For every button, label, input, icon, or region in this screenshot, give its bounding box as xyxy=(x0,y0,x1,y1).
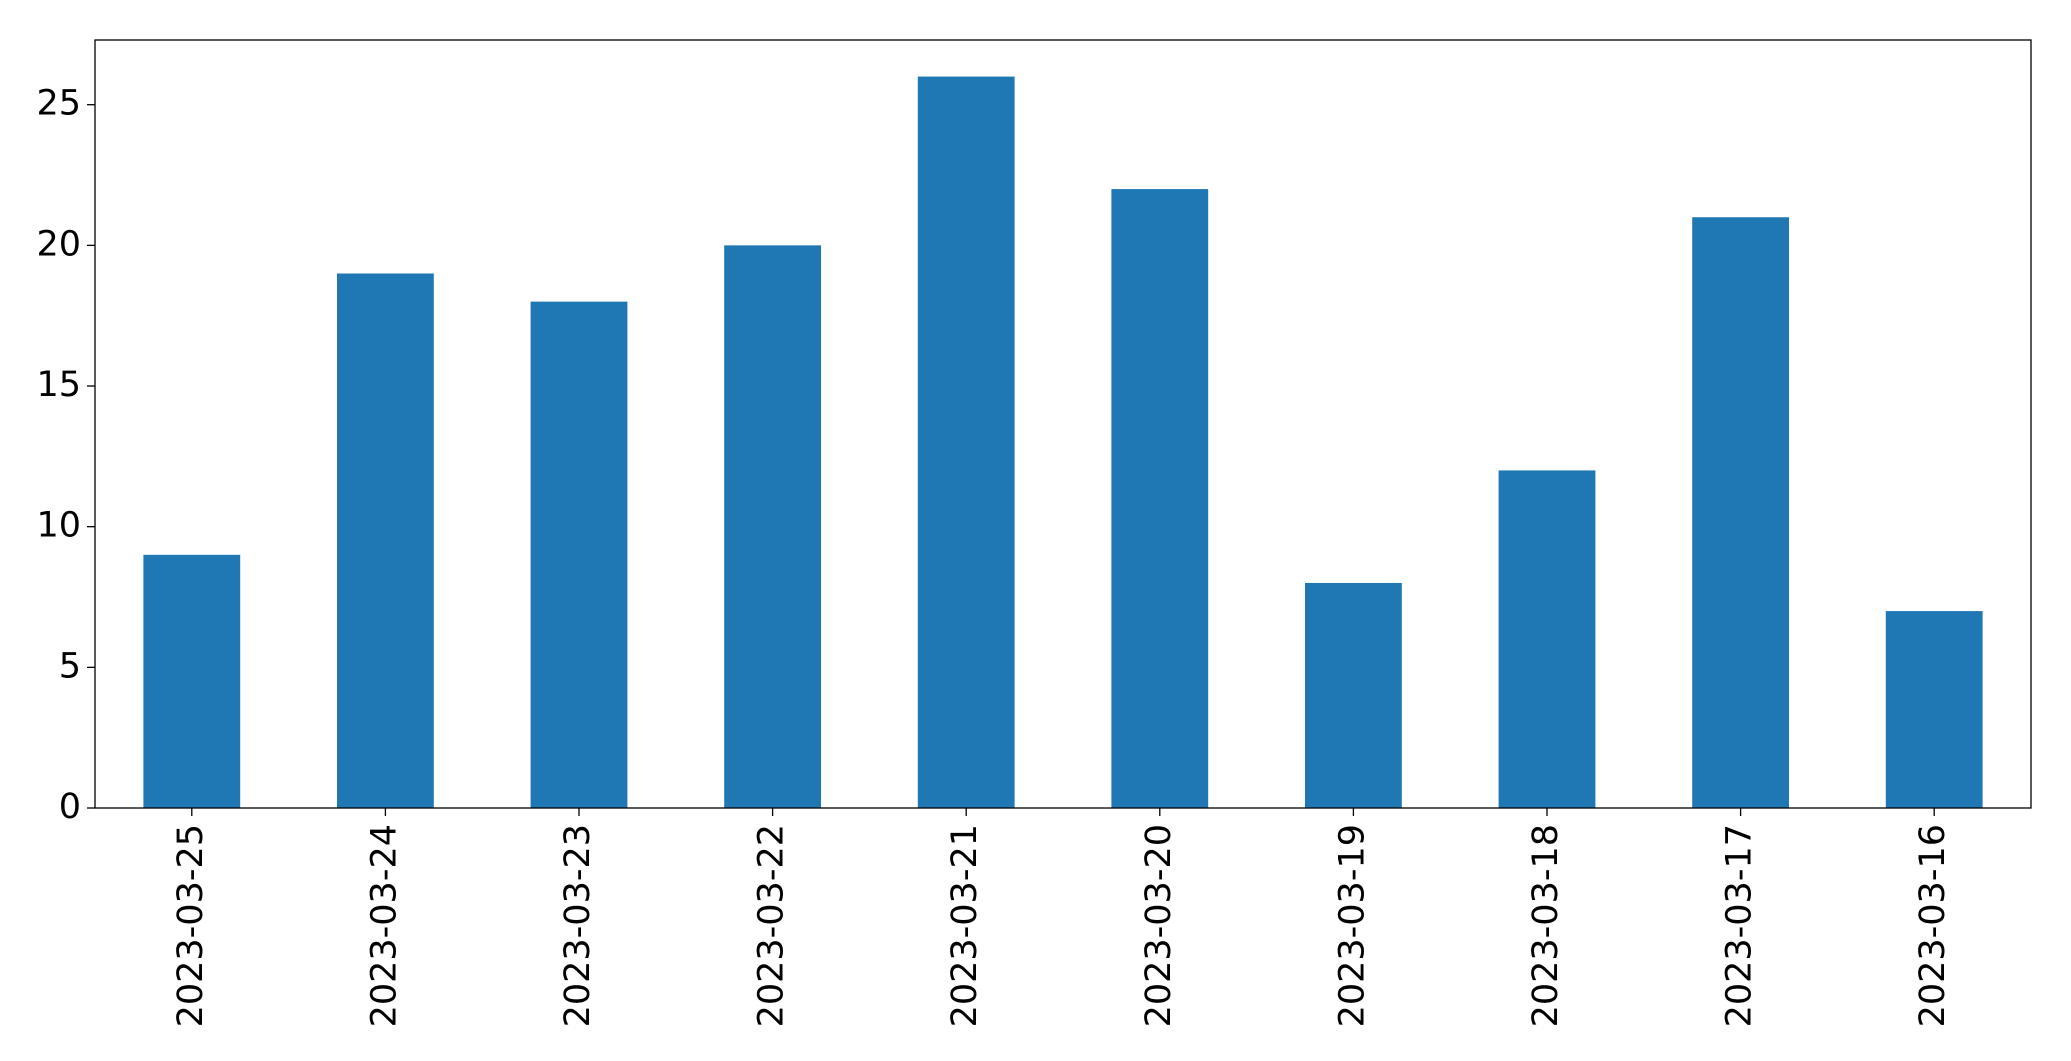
y-tick-label: 10 xyxy=(36,506,81,546)
x-tick-label: 2023-03-18 xyxy=(1526,824,1566,1027)
bar xyxy=(1885,611,1983,808)
bar xyxy=(1111,189,1209,809)
x-tick-label: 2023-03-20 xyxy=(1139,824,1179,1027)
bar xyxy=(1305,582,1402,808)
x-tick-label: 2023-03-17 xyxy=(1720,824,1760,1027)
x-tick-label: 2023-03-23 xyxy=(558,824,598,1027)
bar xyxy=(337,273,434,808)
y-tick-label: 5 xyxy=(59,646,81,686)
x-tick-label: 2023-03-22 xyxy=(752,824,792,1027)
x-tick-label: 2023-03-24 xyxy=(364,824,404,1027)
x-tick-label: 2023-03-25 xyxy=(171,824,211,1027)
y-tick-label: 0 xyxy=(59,787,81,827)
x-tick-label: 2023-03-16 xyxy=(1913,824,1953,1027)
bar xyxy=(530,301,628,808)
bar xyxy=(143,554,241,808)
y-tick-label: 20 xyxy=(36,224,81,264)
y-tick-label: 25 xyxy=(36,84,81,124)
bar xyxy=(1692,217,1789,808)
bar xyxy=(724,245,821,808)
bar xyxy=(1498,470,1596,808)
plot-frame xyxy=(94,39,2032,809)
bar xyxy=(917,76,1015,809)
x-tick-label: 2023-03-21 xyxy=(945,824,985,1027)
y-tick-label: 15 xyxy=(36,365,81,405)
x-tick-label: 2023-03-19 xyxy=(1332,824,1372,1027)
